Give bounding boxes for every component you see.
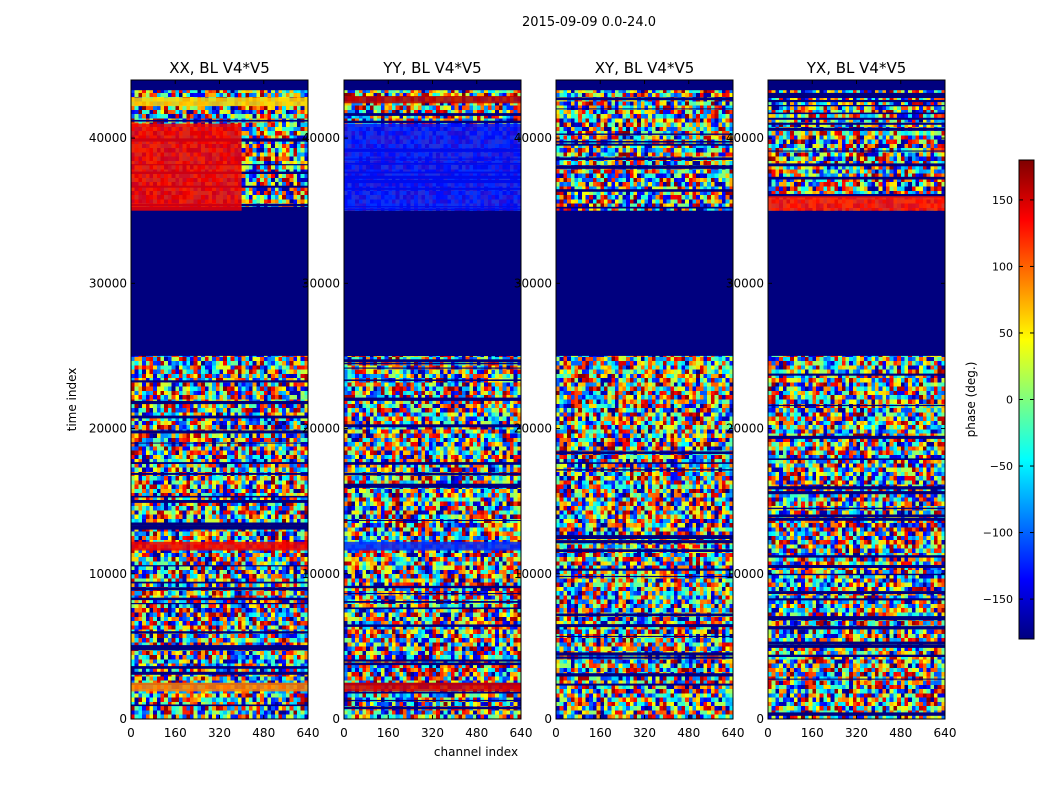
- y-tick-label: 40000: [89, 131, 127, 145]
- y-axis-label: time index: [65, 368, 79, 432]
- x-tick-label: 0: [552, 726, 560, 740]
- x-tick-label: 480: [889, 726, 912, 740]
- y-tick-label: 30000: [726, 276, 764, 290]
- y-tick-label: 10000: [726, 567, 764, 581]
- x-tick-label: 320: [421, 726, 444, 740]
- colorbar-tick-label: 50: [999, 327, 1013, 340]
- x-tick-label: 320: [208, 726, 231, 740]
- y-tick-label: 40000: [514, 131, 552, 145]
- y-tick-label: 40000: [726, 131, 764, 145]
- phase-region-5: [344, 542, 521, 551]
- colorbar: 150 100 50 0 −50 −100 −150 phase (deg.): [964, 160, 1034, 639]
- colorbar-tick-label: 150: [992, 194, 1013, 207]
- colorbar-tick-label: −100: [983, 527, 1013, 540]
- x-tick-label: 0: [340, 726, 348, 740]
- y-tick-label: 20000: [302, 422, 340, 436]
- phase-region-4: [131, 124, 242, 211]
- y-tick-label: 30000: [514, 276, 552, 290]
- panel-title: XX, BL V4*V5: [169, 59, 270, 77]
- heatmap-panel-3: XY, BL V4*V5 0 160 320 480 640 0 10000 20000 3000…: [514, 59, 745, 740]
- phase-region-3: [768, 196, 945, 211]
- heatmap-panel-1: XX, BL V4*V5 0 160 320 480 640 0 10000 20000 3000…: [65, 59, 319, 740]
- x-tick-label: 0: [127, 726, 135, 740]
- x-tick-label: 160: [377, 726, 400, 740]
- colorbar-label: phase (deg.): [964, 362, 978, 438]
- phase-region-5: [131, 542, 308, 551]
- y-tick-label: 20000: [514, 422, 552, 436]
- panel-title: YX, BL V4*V5: [806, 59, 907, 77]
- y-tick-label: 30000: [302, 276, 340, 290]
- phase-region-1: [556, 211, 733, 356]
- heatmap-panel-2: YY, BL V4*V5 0 160 320 480 640 0 10000 20000 3000…: [302, 59, 533, 759]
- y-tick-label: 10000: [89, 567, 127, 581]
- y-tick-label: 20000: [89, 422, 127, 436]
- x-tick-label: 320: [845, 726, 868, 740]
- phase-region-1: [131, 211, 308, 356]
- panels: XX, BL V4*V5 0 160 320 480 640 0 10000 20000 3000…: [65, 59, 956, 759]
- y-tick-label: 0: [544, 712, 552, 726]
- panel-title: YY, BL V4*V5: [382, 59, 481, 77]
- y-tick-label: 10000: [514, 567, 552, 581]
- phase-region-4: [344, 124, 521, 211]
- panel-title: XY, BL V4*V5: [595, 59, 695, 77]
- y-tick-label: 10000: [302, 567, 340, 581]
- colorbar-tick-label: −150: [983, 593, 1013, 606]
- x-axis-label: channel index: [434, 745, 518, 759]
- phase-region-3: [131, 97, 308, 106]
- phase-region-1: [344, 211, 521, 356]
- y-tick-label: 40000: [302, 131, 340, 145]
- colorbar-tick-label: 0: [1006, 394, 1013, 407]
- y-tick-label: 0: [332, 712, 340, 726]
- x-tick-label: 480: [677, 726, 700, 740]
- colorbar-tick-label: 100: [992, 260, 1013, 273]
- y-tick-label: 30000: [89, 276, 127, 290]
- y-tick-label: 20000: [726, 422, 764, 436]
- x-tick-label: 320: [633, 726, 656, 740]
- x-tick-label: 160: [589, 726, 612, 740]
- x-tick-label: 480: [465, 726, 488, 740]
- x-tick-label: 640: [722, 726, 745, 740]
- phase-region-1: [768, 211, 945, 356]
- x-tick-label: 160: [801, 726, 824, 740]
- phase-region-3: [344, 96, 521, 103]
- phase-noise-field: [556, 80, 733, 719]
- heatmap-panel-4: YX, BL V4*V5 0 160 320 480 640 0 10000 20000 3000…: [726, 59, 957, 740]
- phase-region-6: [131, 683, 308, 692]
- x-tick-label: 160: [164, 726, 187, 740]
- x-tick-label: 480: [252, 726, 275, 740]
- x-tick-label: 640: [297, 726, 320, 740]
- y-tick-label: 0: [756, 712, 764, 726]
- x-tick-label: 640: [934, 726, 957, 740]
- phase-noise-field: [768, 80, 945, 719]
- y-tick-label: 0: [119, 712, 127, 726]
- x-tick-label: 640: [510, 726, 533, 740]
- colorbar-tick-label: −50: [990, 460, 1013, 473]
- x-tick-label: 0: [764, 726, 772, 740]
- figure-suptitle: 2015-09-09 0.0-24.0: [522, 15, 656, 30]
- phase-region-6: [344, 683, 521, 692]
